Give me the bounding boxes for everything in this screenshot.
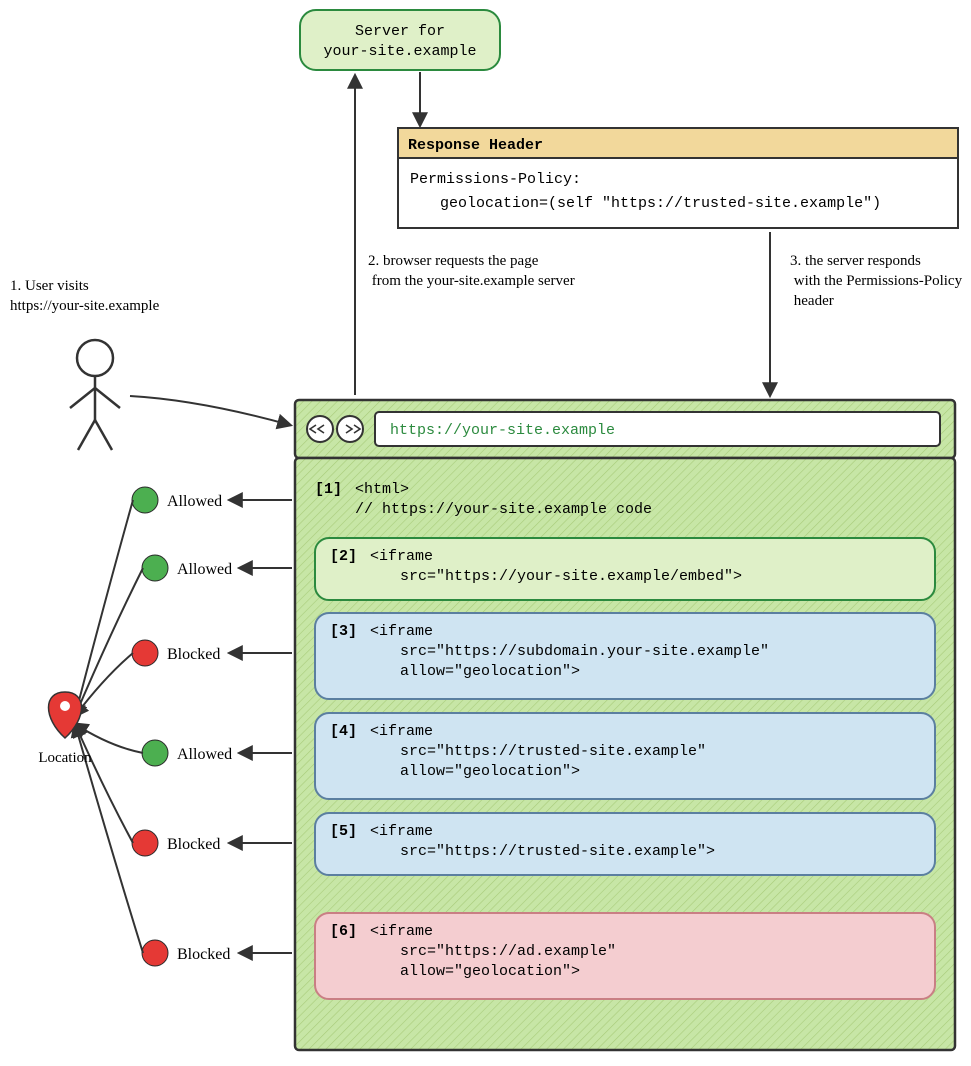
svg-text:3. the server responds with: 3. the server responds with the Permissi… [790,253,963,309]
svg-text:src="https://ad.example": src="https://ad.example" [400,943,616,960]
svg-text:your-site.example: your-site.example [323,43,476,60]
svg-text:geolocation=(self "https://tru: geolocation=(self "https://trusted-site.… [440,195,881,212]
svg-text:Blocked: Blocked [177,946,230,963]
svg-text:<html>: <html> [355,481,409,498]
svg-text:<iframe: <iframe [370,723,433,740]
svg-text:src="https://subdomain.your-si: src="https://subdomain.your-site.example… [400,643,769,660]
svg-text:Allowed: Allowed [177,746,232,763]
svg-text:Allowed: Allowed [167,493,222,510]
svg-text:Allowed: Allowed [177,561,232,578]
svg-text:[3]: [3] [330,623,357,640]
svg-text:[4]: [4] [330,723,357,740]
svg-text:allow="geolocation">: allow="geolocation"> [400,963,580,980]
svg-text:[2]: [2] [330,548,357,565]
svg-text:src="https://your-site.example: src="https://your-site.example/embed"> [400,568,742,585]
svg-text:1. User visitshttps://your-sit: 1. User visitshttps://your-site.example [10,278,160,314]
svg-text:<iframe: <iframe [370,548,433,565]
svg-text:<iframe: <iframe [370,623,433,640]
svg-text:allow="geolocation">: allow="geolocation"> [400,763,580,780]
svg-text:https://your-site.example: https://your-site.example [390,422,615,439]
svg-text:<iframe: <iframe [370,923,433,940]
svg-text:[1]: [1] [315,481,342,498]
svg-text:[5]: [5] [330,823,357,840]
svg-text:Server for: Server for [355,23,445,40]
svg-text:<iframe: <iframe [370,823,433,840]
svg-text:Location: Location [38,750,92,766]
svg-text:src="https://trusted-site.exam: src="https://trusted-site.example" [400,743,706,760]
svg-text:Blocked: Blocked [167,836,220,853]
svg-text:[6]: [6] [330,923,357,940]
svg-text:src="https://trusted-site.exam: src="https://trusted-site.example"> [400,843,715,860]
svg-text:allow="geolocation">: allow="geolocation"> [400,663,580,680]
svg-text:Response Header: Response Header [408,137,543,154]
svg-text:Blocked: Blocked [167,646,220,663]
svg-text:2. browser requests the page: 2. browser requests the page from the yo… [368,253,575,289]
svg-text:Permissions-Policy:: Permissions-Policy: [410,171,581,188]
svg-text:// https://your-site.example c: // https://your-site.example code [355,501,652,518]
